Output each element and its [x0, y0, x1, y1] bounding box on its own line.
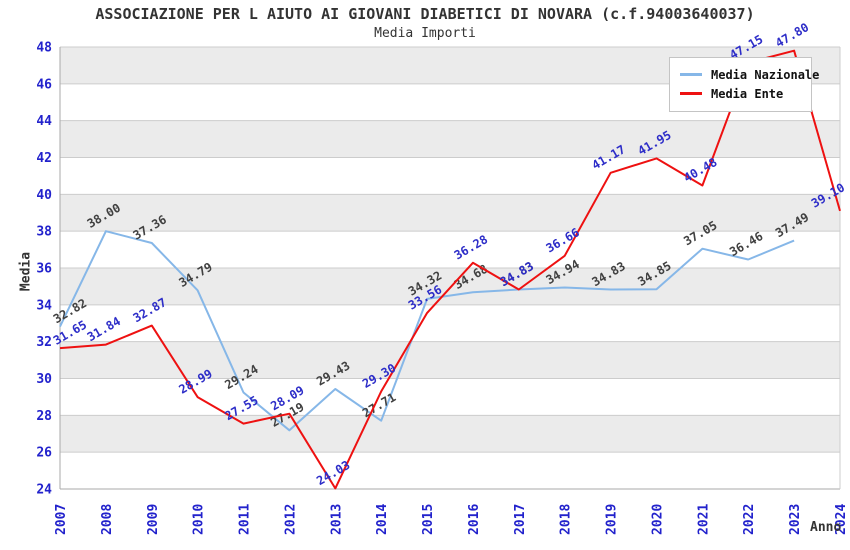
media-nazionale-line-swatch	[680, 73, 702, 76]
x-tick-label: 2011	[238, 504, 253, 535]
x-tick-label: 2018	[559, 504, 574, 535]
data-label-media-ente: 36.28	[452, 232, 490, 262]
x-tick-label: 2019	[605, 504, 620, 535]
y-axis-title: Media	[18, 251, 34, 292]
y-tick-label: 40	[36, 188, 52, 203]
legend: Media Nazionale Media Ente	[669, 57, 819, 112]
y-tick-label: 24	[36, 483, 52, 498]
x-tick-label: 2013	[329, 504, 344, 535]
x-tick-label: 2014	[375, 504, 390, 535]
legend-label-media-nazionale: Media Nazionale	[711, 67, 820, 82]
y-tick-label: 30	[36, 372, 52, 387]
x-tick-label: 2024	[834, 504, 849, 535]
chart-subtitle: Media Importi	[374, 26, 476, 41]
y-tick-label: 38	[36, 225, 52, 240]
y-tick-label: 26	[36, 446, 52, 461]
x-tick-label: 2021	[696, 504, 711, 535]
x-tick-label: 2020	[650, 504, 665, 535]
y-tick-label: 36	[36, 262, 52, 277]
x-tick-label: 2009	[146, 504, 161, 535]
x-tick-label: 2015	[421, 504, 436, 535]
y-tick-label: 34	[36, 298, 52, 313]
plot-band	[60, 415, 840, 453]
x-tick-label: 2016	[467, 504, 482, 535]
data-label-media-ente: 40.48	[681, 155, 719, 185]
media-ente-line-swatch	[680, 92, 702, 95]
y-tick-label: 42	[36, 151, 52, 166]
legend-label-media-ente: Media Ente	[711, 86, 784, 101]
y-tick-label: 44	[36, 114, 52, 129]
plot-band	[60, 120, 840, 158]
legend-item-media-ente: Media Ente	[680, 84, 801, 103]
x-tick-label: 2008	[100, 504, 115, 535]
series-line-media-ente	[59, 49, 841, 490]
x-tick-label: 2007	[54, 504, 69, 535]
x-tick-label: 2022	[742, 504, 757, 535]
x-tick-label: 2017	[513, 504, 528, 535]
x-tick-label: 2023	[788, 504, 803, 535]
y-tick-label: 28	[36, 409, 52, 424]
plot-band	[60, 194, 840, 232]
plot-band	[60, 341, 840, 379]
x-tick-label: 2010	[192, 504, 207, 535]
x-axis-title: Anno	[810, 520, 842, 535]
legend-item-media-nazionale: Media Nazionale	[680, 65, 819, 84]
chart-title: ASSOCIAZIONE PER L AIUTO AI GIOVANI DIAB…	[95, 5, 755, 23]
y-tick-label: 48	[36, 41, 52, 56]
x-tick-label: 2012	[283, 504, 298, 535]
series-line-media-nazionale	[59, 230, 795, 432]
y-tick-label: 46	[36, 77, 52, 92]
y-tick-label: 32	[36, 335, 52, 350]
